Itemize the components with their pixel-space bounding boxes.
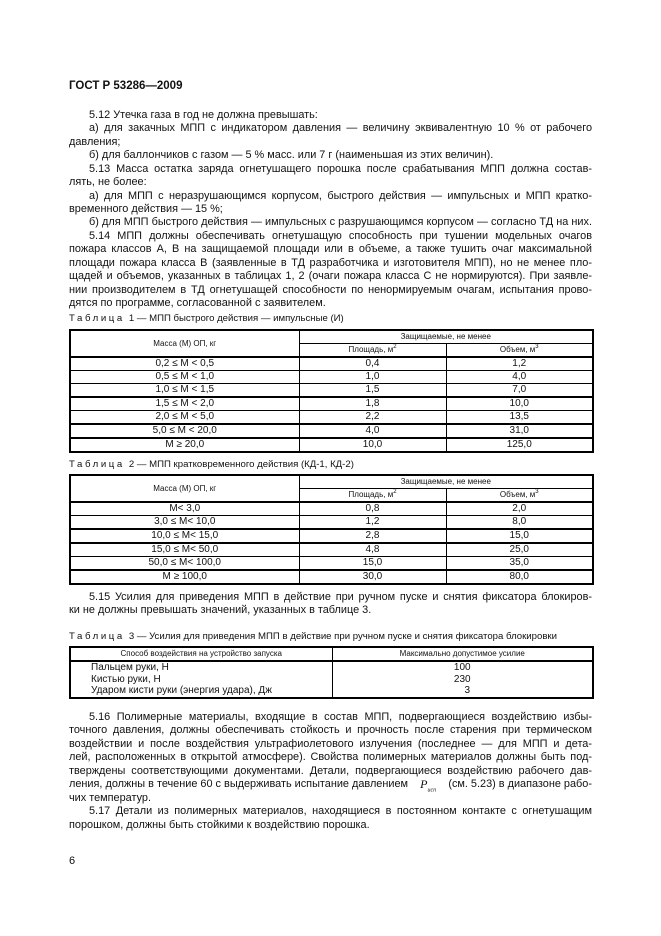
table-row: М< 3,0 0,8 2,0 xyxy=(69,501,594,516)
table-row: М ≥ 20,0 10,0 125,0 xyxy=(69,437,594,453)
table-label: Таблица xyxy=(69,313,125,324)
text-line: дятся по программе, согласованной с заяв… xyxy=(69,297,326,309)
col-protected: Защищаемые, не менее xyxy=(298,474,594,489)
col-mass: Масса (М) ОП, кг xyxy=(69,329,300,358)
col-mass: Масса (М) ОП, кг xyxy=(69,474,300,503)
table-row: 5,0 ≤ М < 20,0 4,0 31,0 xyxy=(69,423,594,439)
text-line: порошком, должны быть стойкими к воздейс… xyxy=(69,819,370,831)
table-row: 50,0 ≤ М< 100,0 15,0 35,0 xyxy=(69,556,594,571)
pressure-symbol: Pисп xyxy=(420,777,437,794)
text-line: б) для баллончиков с газом — 5 % масс. и… xyxy=(89,149,494,161)
table3: Способ воздействия на устройство запуска… xyxy=(69,646,594,699)
table-row: 10,0 ≤ М< 15,0 2,8 15,0 xyxy=(69,528,594,544)
col-area: Площадь, м2 xyxy=(298,343,447,358)
table-row: М ≥ 100,0 30,0 80,0 xyxy=(69,569,594,585)
col-force: Максимально допустимое усилие xyxy=(331,646,594,662)
text-line: пожара классов А, В на защищаемой площад… xyxy=(69,243,592,255)
table1: Масса (М) ОП, кг Защищаемые, не менее Пло… xyxy=(69,329,594,453)
text-line: 5.14 МПП должны обеспечивать огнетушащую… xyxy=(89,230,592,242)
table3-title: 3 — Усилия для приведения МПП в действие… xyxy=(128,631,557,642)
col-volume: Объем, м3 xyxy=(445,488,594,503)
text-line: лять, не более: xyxy=(69,176,147,188)
text-line: б) для МПП быстрого действия — импульсны… xyxy=(89,216,592,228)
table-row: 1,5 ≤ М < 2,0 1,8 10,0 xyxy=(69,396,594,411)
table2: Масса (М) ОП, кг Защищаемые, не менее Пло… xyxy=(69,474,594,585)
table2-title: 2 — МПП кратковременного действия (КД-1,… xyxy=(128,459,354,470)
table3-caption: Таблица 3 — Усилия для приведения МПП в д… xyxy=(69,631,557,643)
text-line: щадей и объемов, указанных в таблицах 1,… xyxy=(69,270,592,282)
text-line: ления, должны в течение 60 с выдерживать… xyxy=(69,778,592,797)
text-line: площади пожара класса В (заявленные в ТД… xyxy=(69,257,592,269)
text-line: временного действия — 15 %; xyxy=(69,203,223,215)
text-line: а) для МПП с неразрушающимся корпусом, б… xyxy=(89,190,592,202)
table-row: Ударом кисти руки (энергия удара), Дж 3 xyxy=(69,685,594,698)
table-label: Таблица xyxy=(69,459,125,470)
table-row: Пальцем руки, Н 100 xyxy=(69,661,594,674)
text-line: 5.17 Детали из полимерных материалов, на… xyxy=(89,805,592,817)
col-protected: Защищаемые, не менее xyxy=(298,329,594,344)
text-line: нии производителем в ТД огнетушащей спос… xyxy=(69,284,592,296)
text-line: точного давления, должны обеспечивать ст… xyxy=(69,724,592,736)
table2-caption: Таблица 2 — МПП кратковременного действия… xyxy=(69,459,354,471)
text-line: ки не должны превышать значений, указанн… xyxy=(69,604,372,616)
text-line: воздействии и после воздействия ультрафи… xyxy=(69,738,592,750)
table-row: 0,2 ≤ М < 0,5 0,4 1,2 xyxy=(69,356,594,371)
document-header: ГОСТ Р 53286—2009 xyxy=(69,80,183,92)
col-volume: Объем, м3 xyxy=(445,343,594,358)
table-row: Кистью руки, Н 230 xyxy=(69,673,594,685)
text-line: 5.16 Полимерные материалы, входящие в со… xyxy=(89,711,592,723)
table-row: 0,5 ≤ М < 1,0 1,0 4,0 xyxy=(69,370,594,384)
text-line: 5.15 Усилия для приведения МПП в действи… xyxy=(89,591,592,603)
table-row: 1,0 ≤ М < 1,5 1,5 7,0 xyxy=(69,383,594,398)
table-label: Таблица xyxy=(69,631,125,642)
text-line: тверждены соответствующими документами. … xyxy=(69,765,592,777)
text-line: чих температур. xyxy=(69,792,151,804)
page-number: 6 xyxy=(69,855,76,867)
table-row: 15,0 ≤ М< 50,0 4,8 25,0 xyxy=(69,542,594,557)
table1-title: 1 — МПП быстрого действия — импульсные (… xyxy=(128,313,344,324)
table-row: 3,0 ≤ М< 10,0 1,2 8,0 xyxy=(69,515,594,530)
text-line: 5.12 Утечка газа в год не должна превыша… xyxy=(89,109,318,121)
col-area: Площадь, м2 xyxy=(298,488,447,503)
text-line: 5.13 Масса остатка заряда огнетушащего п… xyxy=(89,163,592,175)
text-line: а) для закачных МПП с индикатором давлен… xyxy=(89,122,592,134)
text-line: лей, расположенных в открытой атмосфере)… xyxy=(69,751,592,763)
table1-caption: Таблица 1 — МПП быстрого действия — импул… xyxy=(69,313,344,325)
table-row: 2,0 ≤ М < 5,0 2,2 13,5 xyxy=(69,410,594,425)
col-method: Способ воздействия на устройство запуска xyxy=(69,646,333,662)
text-line: давления; xyxy=(69,136,121,148)
